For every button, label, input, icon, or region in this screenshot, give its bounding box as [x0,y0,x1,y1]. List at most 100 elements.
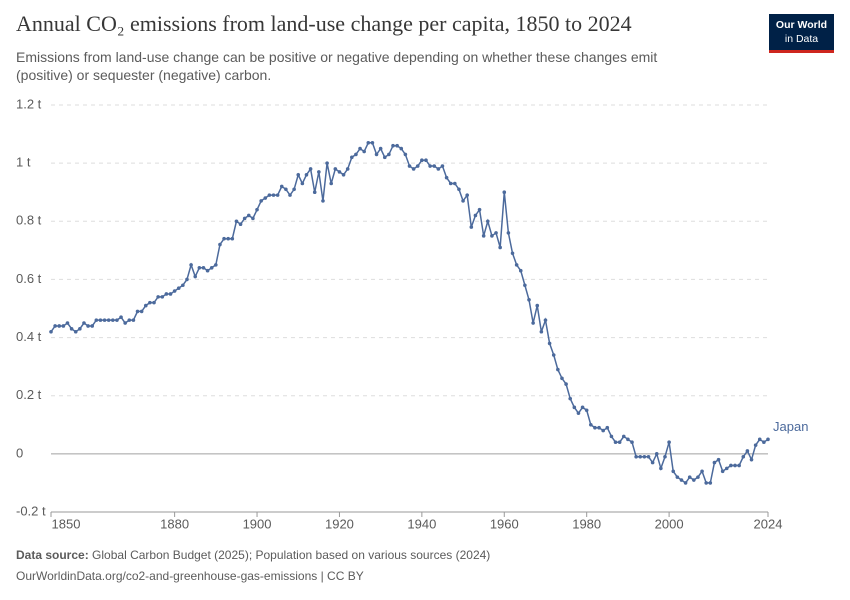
data-point [547,341,552,346]
data-point [757,437,762,442]
data-point [539,329,544,334]
data-point [333,167,338,171]
data-point [502,190,507,195]
data-point [308,167,313,171]
data-point [164,292,169,296]
data-point [436,167,441,171]
data-point [300,181,305,186]
data-point [465,193,469,197]
x-tick-label: 1940 [407,516,436,531]
data-point [156,295,160,299]
data-point [127,318,132,322]
data-point [605,425,610,430]
logo-box[interactable] [769,14,834,50]
data-point [720,469,725,474]
data-point [753,443,758,447]
data-point [317,170,321,174]
source: Data source: Global Carbon Budget (2025)… [16,548,490,562]
data-point [90,324,95,328]
data-point [341,172,346,177]
data-point [737,463,741,468]
data-point [98,318,103,322]
data-point [230,236,235,241]
data-point [621,434,626,439]
data-point [49,329,53,334]
data-point [176,286,181,290]
data-point [271,193,276,197]
data-point [275,193,280,197]
data-point [415,164,420,168]
data-point [197,266,202,270]
data-point [523,283,527,288]
data-point [222,236,226,241]
data-point [584,408,589,413]
data-point [597,425,601,430]
data-point [724,466,729,471]
data-point [420,158,424,163]
logo-bar [769,50,834,53]
data-point [123,321,127,325]
chart-subtitle: Emissions from land-use change can be po… [16,49,657,83]
data-point [428,164,432,168]
data-point [514,263,519,267]
data-point [593,425,597,430]
data-point [135,309,140,314]
data-point [580,405,585,410]
data-point [642,454,647,459]
data-point [226,236,230,241]
data-point [704,481,708,485]
source-text: Global Carbon Budget (2025); Population … [92,548,490,562]
data-point [362,149,366,154]
source-label: Data source: [16,548,89,562]
data-point [325,161,329,165]
data-point [201,266,206,270]
data-point [609,434,614,439]
data-point [172,289,177,293]
data-point [494,231,498,235]
data-point [82,321,86,325]
data-point [518,268,523,273]
data-point [296,172,301,177]
data-point [259,199,263,203]
data-point [267,193,272,197]
data-point [560,376,564,381]
data-point [69,327,74,331]
data-point [762,440,766,445]
source-url[interactable]: OurWorldinData.org/co2-and-greenhouse-ga… [16,569,364,583]
data-point [189,263,193,267]
data-point [242,216,247,221]
data-point [214,263,218,267]
y-tick-label: -0.2 t [16,503,46,518]
logo[interactable]: Our World in Data [769,14,834,53]
x-tick-label: 2000 [655,516,684,531]
data-point [683,481,688,485]
data-point [671,469,676,474]
data-point [749,457,754,462]
data-point [209,266,214,270]
data-point [288,193,292,197]
data-point [444,175,449,180]
x-tick-label: 1920 [325,516,354,531]
data-point [387,152,391,157]
data-point [675,475,680,479]
logo-text: Our World [776,19,827,31]
data-point [312,190,317,195]
data-point [638,454,643,459]
data-point [391,143,395,148]
data-point [461,199,465,203]
data-point [708,481,713,485]
x-tick-label: 1980 [572,516,601,531]
data-point [659,466,663,471]
data-point [613,440,618,445]
data-point [576,411,581,415]
data-point [148,300,152,305]
logo-text: in Data [785,33,818,45]
x-tick-label: 2024 [754,516,783,531]
data-point [527,297,531,302]
data-point [102,318,107,322]
data-point [663,454,667,459]
data-point [366,140,371,145]
data-point [321,199,325,203]
data-point [279,184,284,189]
